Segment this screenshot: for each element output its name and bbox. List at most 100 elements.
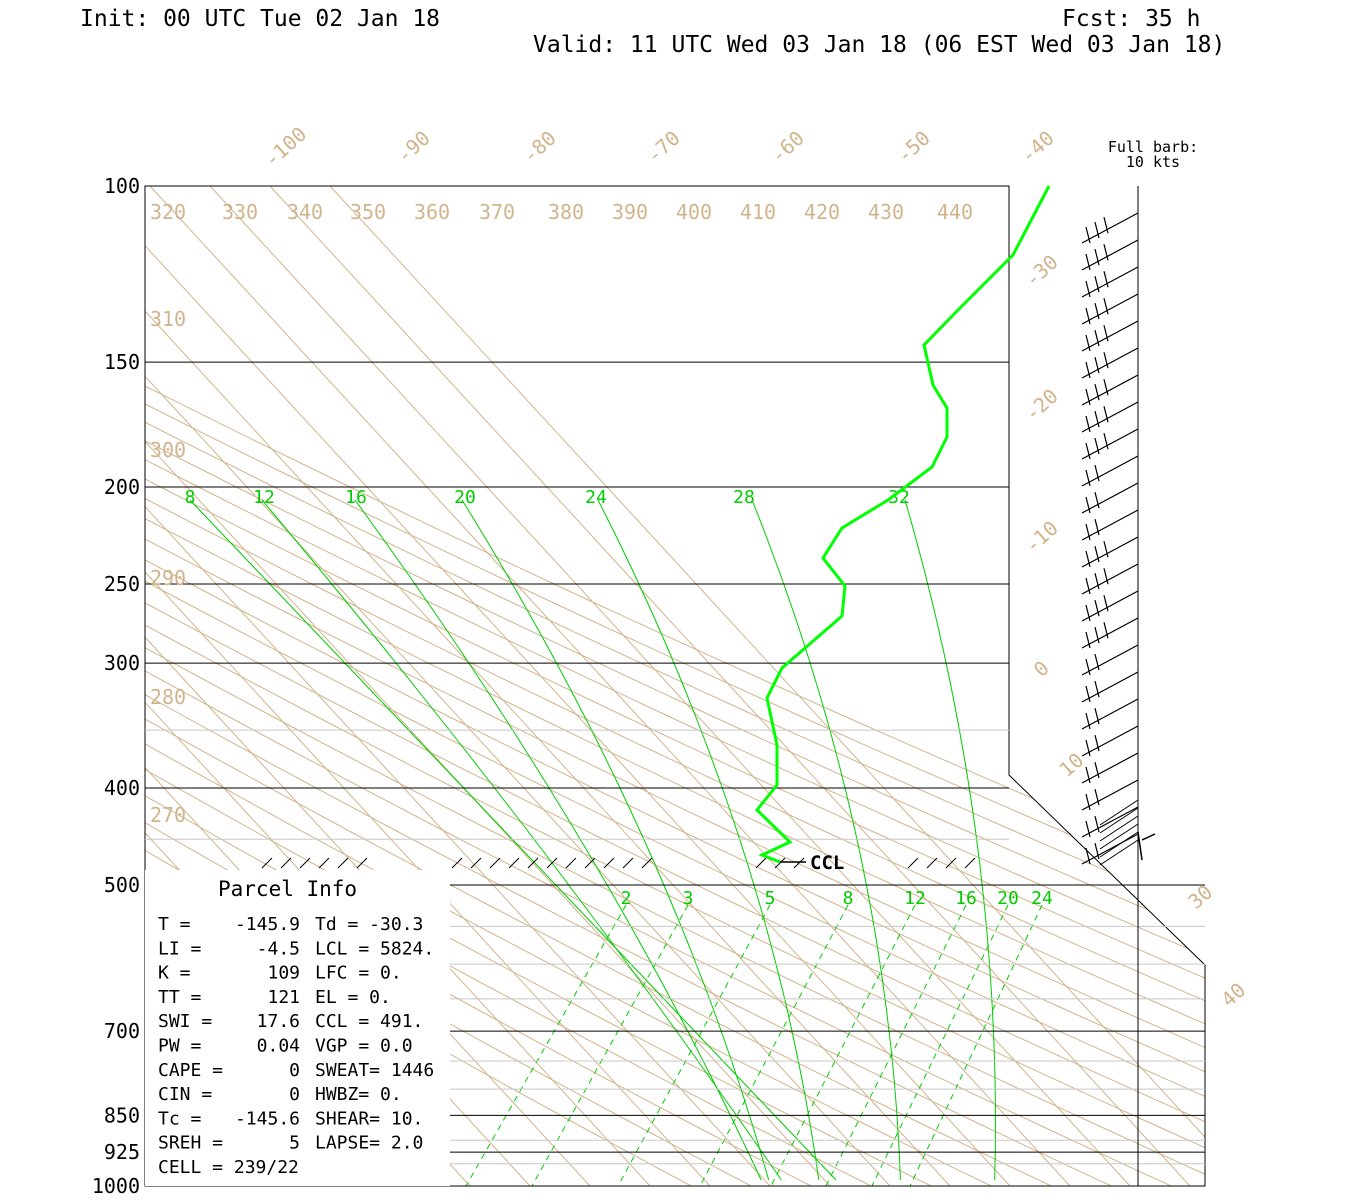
wind-barb-staff [1081, 563, 1139, 595]
wind-barbs [1081, 212, 1156, 866]
wind-barb [1081, 239, 1139, 271]
temp-label: -80 [518, 126, 561, 168]
wind-barb-staff [1081, 698, 1139, 730]
wind-barb-feather [1094, 356, 1100, 374]
wind-barb-feather [1085, 739, 1091, 757]
hatch-mark [793, 857, 805, 869]
wind-barb-feather [1085, 442, 1091, 460]
wind-barb [1081, 671, 1139, 703]
hatch-mark [299, 857, 311, 869]
ccl-label: CCL [810, 852, 844, 874]
isotherm-line [145, 186, 831, 1186]
hatch-mark [356, 857, 368, 869]
mixing-ratio-label: 8 [843, 888, 854, 909]
moist-adiabat-label: 12 [253, 487, 275, 508]
wind-barb-feather [1103, 568, 1109, 585]
hatch-mark [508, 857, 520, 869]
wind-barb-staff [1081, 671, 1139, 703]
pressure-label: 500 [104, 873, 140, 897]
moist-adiabat-label: 8 [185, 487, 196, 508]
wind-barb-feather [1103, 379, 1109, 396]
mixing-ratio-lines [465, 904, 1043, 1186]
wind-barb-feather [1094, 788, 1100, 806]
wind-barb-feather [1094, 815, 1100, 833]
wind-barb [1081, 563, 1139, 595]
moist-adiabat [461, 499, 770, 1181]
wind-barb-feather [1085, 847, 1091, 865]
wind-barb-feather [1085, 631, 1091, 649]
isotherm-line [0, 186, 50, 1186]
wind-barb [1081, 698, 1139, 730]
hatch-mark [774, 857, 786, 869]
wind-barb [1081, 212, 1139, 244]
hatch-mark [546, 857, 558, 869]
mixing-ratio-line [825, 904, 967, 1186]
wind-barb-feather [1094, 383, 1100, 401]
wind-barb-feather [1085, 658, 1091, 676]
wind-barb-feather [1085, 253, 1091, 271]
wind-barb-feather [1103, 271, 1109, 288]
theta-label: 420 [804, 200, 840, 224]
moist-adiabat-lines [189, 499, 996, 1181]
wind-barb-feather [1094, 302, 1100, 320]
wind-barb [1081, 833, 1139, 865]
moist-adiabat [261, 499, 782, 1181]
moist-adiabat-label: 28 [733, 487, 755, 508]
parcel-info-value: 5 [289, 1133, 300, 1154]
parcel-info-label: K = [158, 963, 191, 984]
theta-label: 270 [150, 803, 186, 827]
theta-label: 370 [479, 200, 515, 224]
wind-barb-staff [1081, 347, 1139, 379]
wind-barb-feather [1085, 550, 1091, 568]
wind-barb-feather [1094, 464, 1100, 482]
mixing-ratio-line [617, 904, 771, 1186]
theta-label: 440 [937, 200, 973, 224]
hatch-mark [470, 857, 482, 869]
theta-label: 310 [150, 307, 186, 331]
isotherm-line [145, 186, 1011, 1186]
parcel-info-box [145, 870, 450, 1186]
parcel-info-value: 17.6 [257, 1011, 300, 1032]
pressure-label: 100 [104, 174, 140, 198]
wind-barb-feather [1085, 712, 1091, 730]
wind-barb-feather [1085, 415, 1091, 433]
wind-barb [1081, 374, 1139, 406]
moist-adiabat [354, 499, 762, 1181]
theta-label: 280 [150, 685, 186, 709]
temp-label: -100 [259, 122, 311, 172]
parcel-info-value: -145.6 [235, 1108, 300, 1129]
temperature-profile [754, 185, 1051, 864]
parcel-info-label: TT = [158, 987, 202, 1008]
theta-label: 350 [350, 200, 386, 224]
parcel-info-title: Parcel Info [218, 877, 357, 901]
wind-barb [1081, 806, 1139, 838]
hatch-mark [565, 857, 577, 869]
wind-barb-feather [1085, 685, 1091, 703]
isotherm-line [329, 186, 1205, 1186]
wind-barb-staff [1137, 831, 1143, 861]
parcel-info-label: CAPE = [158, 1060, 223, 1081]
wind-barb-staff [1081, 482, 1139, 514]
isotherm-line [145, 186, 891, 1186]
hatch-mark [945, 857, 957, 869]
wind-barb [1081, 752, 1139, 784]
moist-adiabat-labels: 8 12 16 20 24 28 32 [185, 487, 910, 508]
moist-adiabat-label: 20 [454, 487, 476, 508]
wind-barb-staff [1099, 839, 1139, 866]
parcel-info-value: 109 [267, 963, 300, 984]
wind-barb-feather [1094, 680, 1100, 698]
parcel-info-label: CELL = 239/22 [158, 1157, 299, 1178]
wind-barb-staff [1081, 806, 1139, 838]
parcel-info-right: SHEAR= 10. [315, 1108, 423, 1129]
wind-barb-feather [1094, 518, 1100, 536]
wind-barb [1081, 320, 1139, 352]
parcel-info-right: LAPSE= 2.0 [315, 1133, 423, 1154]
wind-barb-staff [1081, 617, 1139, 649]
ground-hatch [261, 857, 976, 869]
wind-barb-feather [1103, 352, 1109, 369]
theta-label: 430 [868, 200, 904, 224]
pressure-label: 250 [104, 572, 140, 596]
moist-adiabat-label: 16 [345, 487, 367, 508]
wind-barb-staff [1099, 815, 1139, 842]
